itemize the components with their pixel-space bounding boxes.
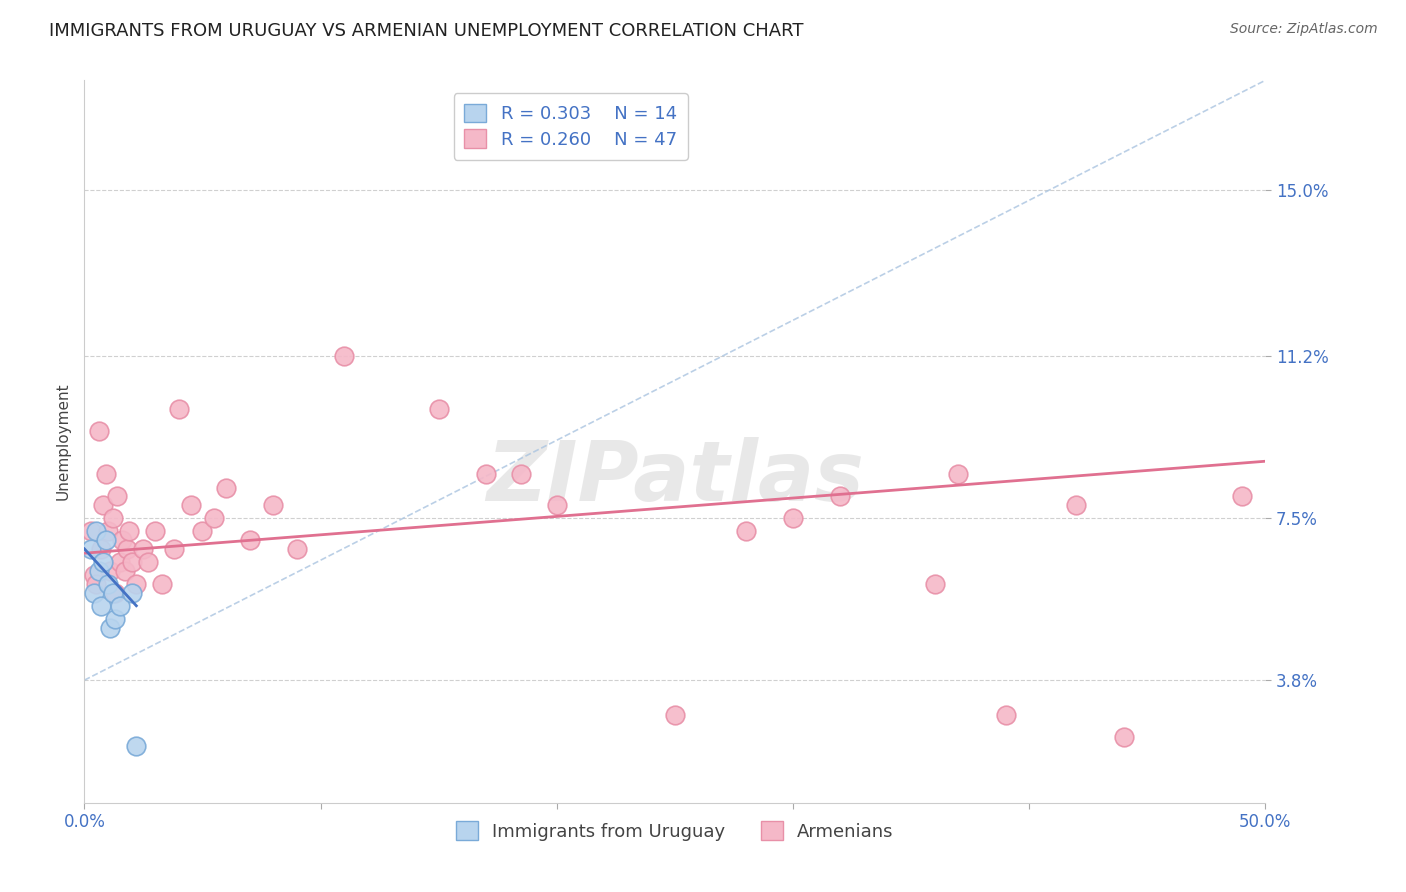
Point bbox=[87, 564, 110, 578]
Point bbox=[664, 708, 686, 723]
Point bbox=[150, 577, 173, 591]
Point bbox=[90, 541, 112, 556]
Text: IMMIGRANTS FROM URUGUAY VS ARMENIAN UNEMPLOYMENT CORRELATION CHART: IMMIGRANTS FROM URUGUAY VS ARMENIAN UNEM… bbox=[49, 22, 804, 40]
Point bbox=[1112, 730, 1135, 744]
Point bbox=[163, 541, 186, 556]
Point bbox=[107, 489, 129, 503]
Point bbox=[83, 585, 105, 599]
Point bbox=[202, 511, 225, 525]
Point bbox=[948, 467, 970, 482]
Point bbox=[108, 599, 131, 613]
Point bbox=[215, 481, 238, 495]
Point bbox=[97, 524, 120, 539]
Point bbox=[91, 555, 114, 569]
Point bbox=[104, 585, 127, 599]
Point bbox=[98, 564, 121, 578]
Point bbox=[285, 541, 308, 556]
Point bbox=[83, 568, 105, 582]
Point bbox=[180, 498, 202, 512]
Point bbox=[101, 585, 124, 599]
Point bbox=[90, 599, 112, 613]
Point bbox=[87, 424, 110, 438]
Point bbox=[136, 555, 159, 569]
Point bbox=[1230, 489, 1253, 503]
Point bbox=[94, 467, 117, 482]
Legend: Immigrants from Uruguay, Armenians: Immigrants from Uruguay, Armenians bbox=[446, 811, 904, 852]
Y-axis label: Unemployment: Unemployment bbox=[55, 383, 70, 500]
Point bbox=[734, 524, 756, 539]
Point bbox=[121, 555, 143, 569]
Point bbox=[994, 708, 1017, 723]
Point bbox=[111, 533, 134, 547]
Point bbox=[114, 564, 136, 578]
Point bbox=[101, 511, 124, 525]
Point bbox=[97, 577, 120, 591]
Point bbox=[475, 467, 498, 482]
Point bbox=[84, 524, 107, 539]
Point bbox=[546, 498, 568, 512]
Point bbox=[108, 555, 131, 569]
Point bbox=[118, 524, 141, 539]
Point bbox=[1066, 498, 1088, 512]
Point bbox=[80, 541, 103, 556]
Point bbox=[427, 401, 450, 416]
Point bbox=[104, 612, 127, 626]
Point bbox=[167, 401, 190, 416]
Point bbox=[115, 541, 138, 556]
Point bbox=[510, 467, 533, 482]
Point bbox=[782, 511, 804, 525]
Point bbox=[143, 524, 166, 539]
Point bbox=[239, 533, 262, 547]
Point bbox=[121, 585, 143, 599]
Point bbox=[125, 739, 148, 753]
Point bbox=[80, 524, 103, 539]
Text: ZIPatlas: ZIPatlas bbox=[486, 437, 863, 518]
Point bbox=[132, 541, 155, 556]
Point bbox=[191, 524, 214, 539]
Point bbox=[91, 498, 114, 512]
Point bbox=[924, 577, 946, 591]
Point bbox=[830, 489, 852, 503]
Point bbox=[125, 577, 148, 591]
Point bbox=[98, 621, 121, 635]
Point bbox=[262, 498, 284, 512]
Point bbox=[84, 577, 107, 591]
Point bbox=[333, 349, 356, 363]
Text: Source: ZipAtlas.com: Source: ZipAtlas.com bbox=[1230, 22, 1378, 37]
Point bbox=[94, 533, 117, 547]
